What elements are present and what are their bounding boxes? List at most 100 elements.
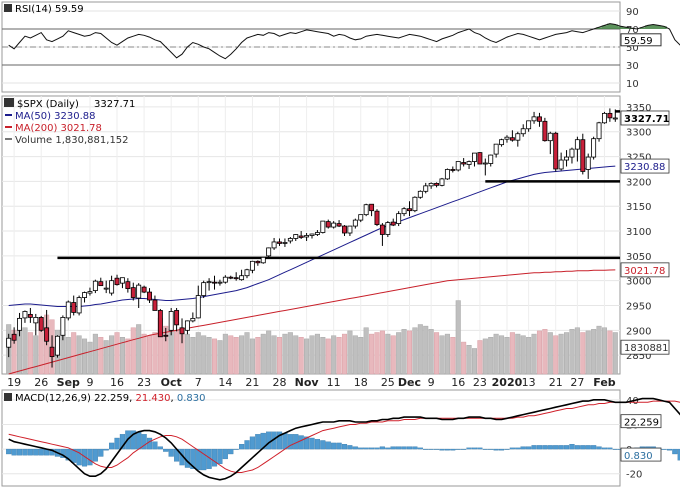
macd-histogram-bar bbox=[672, 448, 678, 455]
volume-bar bbox=[406, 330, 413, 375]
candle-body bbox=[33, 317, 39, 324]
macd-histogram-bar bbox=[146, 437, 153, 450]
volume-bar bbox=[341, 333, 348, 375]
volume-bar bbox=[509, 332, 515, 375]
volume-bar bbox=[190, 337, 196, 375]
candle-body bbox=[352, 219, 358, 227]
volume-bar bbox=[82, 338, 88, 375]
candle-body bbox=[439, 178, 445, 186]
macd-histogram-bar bbox=[493, 448, 499, 451]
macd-histogram-bar bbox=[553, 445, 559, 450]
macd-histogram-bar bbox=[385, 447, 391, 450]
candle-body bbox=[385, 222, 391, 235]
macd-histogram-bar bbox=[287, 434, 293, 450]
macd-histogram-bar bbox=[412, 446, 418, 450]
x-tick-label: 23 bbox=[473, 376, 487, 389]
volume-bar bbox=[423, 325, 429, 375]
macd-histogram-bar bbox=[239, 444, 245, 450]
macd-histogram-bar bbox=[163, 448, 169, 452]
rsi-tick-label: 30 bbox=[626, 61, 639, 72]
volume-bar bbox=[477, 340, 483, 375]
volume-bar bbox=[461, 341, 467, 375]
volume-bar bbox=[27, 332, 33, 375]
rsi-tick-label: 70 bbox=[626, 25, 639, 36]
candle-body bbox=[542, 120, 548, 142]
volume-flag-box bbox=[620, 339, 670, 355]
candle-body bbox=[201, 282, 207, 296]
candle-body bbox=[11, 333, 17, 341]
macd-histogram-bar bbox=[482, 448, 488, 450]
candle-body bbox=[612, 117, 618, 120]
candle-body bbox=[249, 260, 255, 271]
candle-body bbox=[109, 280, 115, 294]
x-tick-label: Oct bbox=[161, 376, 182, 389]
candle-body bbox=[434, 182, 440, 186]
volume-bar bbox=[450, 337, 456, 375]
volume-bar bbox=[607, 330, 613, 375]
macd-histogram-bar bbox=[423, 448, 429, 450]
macd-histogram-bar bbox=[282, 432, 288, 450]
macd-legend-prefix: MACD(12,26,9) bbox=[15, 393, 94, 404]
volume-bar bbox=[493, 333, 499, 375]
macd-flag-box bbox=[620, 414, 662, 429]
x-tick-label: 2020 bbox=[492, 376, 523, 389]
volume-bar bbox=[249, 338, 255, 375]
candle-body bbox=[168, 311, 174, 331]
volume-bar bbox=[184, 333, 190, 375]
macd-histogram-bar bbox=[574, 445, 580, 450]
macd-histogram-bar bbox=[298, 435, 304, 450]
candle-body bbox=[174, 310, 180, 326]
candle-body bbox=[76, 297, 82, 314]
candle-body bbox=[152, 299, 158, 311]
candle-body bbox=[130, 287, 136, 298]
volume-bar bbox=[244, 332, 250, 375]
macd-legend-value: , bbox=[171, 393, 177, 404]
volume-bar bbox=[352, 335, 358, 375]
macd-histogram-bar bbox=[601, 447, 608, 450]
volume-bar bbox=[580, 332, 586, 375]
candle-body bbox=[244, 269, 250, 277]
volume-bar bbox=[276, 337, 283, 375]
candle-body bbox=[331, 222, 337, 228]
macd-histogram-bar bbox=[504, 448, 510, 450]
macd-histogram-bar bbox=[244, 440, 250, 450]
macd-histogram-bar bbox=[347, 445, 353, 450]
candle-body bbox=[277, 241, 282, 244]
macd-histogram-bar bbox=[16, 448, 23, 456]
volume-bar bbox=[206, 337, 212, 375]
macd-histogram-bar bbox=[439, 448, 445, 451]
candle-body bbox=[493, 143, 499, 155]
macd-histogram-bar bbox=[325, 441, 331, 450]
volume-bar bbox=[488, 337, 494, 375]
price-tick-label: 3200 bbox=[626, 177, 651, 188]
x-tick-label: Feb bbox=[593, 376, 616, 389]
macd-line bbox=[8, 397, 680, 481]
volume-bar bbox=[428, 329, 434, 375]
candle-body bbox=[6, 337, 12, 348]
volume-bar bbox=[401, 329, 407, 375]
volume-bar bbox=[553, 335, 559, 375]
candle-body bbox=[195, 295, 201, 319]
candle-body bbox=[325, 221, 331, 228]
volume-bar bbox=[574, 327, 580, 375]
volume-bar bbox=[195, 332, 201, 375]
volume-bar bbox=[526, 337, 532, 375]
price-last-value: 3327.71 bbox=[94, 99, 135, 110]
candle-body bbox=[537, 116, 542, 122]
volume-bar bbox=[336, 337, 342, 375]
volume-bar bbox=[536, 330, 542, 375]
macd-histogram-bar bbox=[157, 446, 163, 450]
macd-histogram-bar bbox=[520, 446, 526, 450]
candle-body bbox=[217, 281, 223, 284]
candle-body bbox=[136, 284, 142, 299]
macd-histogram-bar bbox=[222, 448, 228, 460]
candle-body bbox=[390, 221, 396, 226]
volume-bar bbox=[455, 300, 461, 375]
candle-body bbox=[347, 225, 353, 234]
rsi-tick-label: 50 bbox=[626, 43, 639, 54]
candle-body bbox=[607, 112, 613, 119]
volume-bar bbox=[260, 333, 266, 375]
x-tick-label: 9 bbox=[86, 376, 93, 389]
macd-legend-icon bbox=[4, 393, 12, 401]
